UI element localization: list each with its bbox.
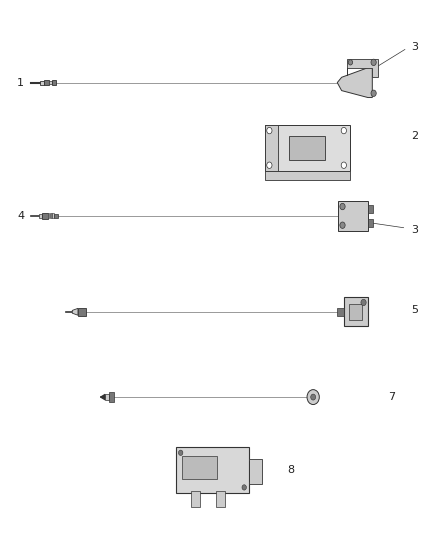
Bar (176, 448, 249, 492)
Circle shape (340, 222, 345, 228)
Circle shape (340, 204, 345, 209)
Bar (249, 459, 261, 484)
Text: 4: 4 (17, 211, 24, 221)
Text: 2: 2 (411, 131, 418, 141)
Bar (40, 80, 44, 85)
Bar (50, 213, 52, 219)
Bar (337, 308, 344, 316)
Circle shape (178, 450, 183, 455)
Bar (105, 394, 109, 400)
Text: 3: 3 (411, 42, 418, 52)
Bar (338, 201, 368, 230)
Bar (191, 491, 200, 507)
Bar (265, 171, 350, 180)
Bar (52, 80, 56, 85)
Bar (344, 297, 368, 326)
Polygon shape (337, 68, 372, 98)
Circle shape (307, 390, 319, 405)
Bar (265, 125, 350, 171)
Text: 7: 7 (388, 392, 395, 402)
Bar (42, 213, 48, 219)
Bar (78, 308, 86, 316)
Polygon shape (101, 394, 105, 400)
Circle shape (361, 300, 366, 306)
Circle shape (371, 90, 376, 96)
Bar (216, 491, 226, 507)
Bar (44, 80, 49, 85)
Text: 1: 1 (17, 78, 24, 87)
Bar (48, 213, 49, 219)
Text: 3: 3 (411, 225, 418, 235)
Bar (54, 214, 58, 218)
Bar (349, 304, 363, 320)
Polygon shape (72, 308, 78, 316)
Bar (368, 219, 373, 227)
Circle shape (348, 60, 353, 65)
Circle shape (242, 485, 246, 490)
Circle shape (267, 127, 272, 134)
Bar (49, 81, 52, 84)
Bar (368, 205, 373, 213)
Bar (109, 392, 114, 402)
Circle shape (311, 394, 316, 400)
Polygon shape (347, 59, 378, 77)
Bar (52, 213, 54, 219)
Bar (182, 456, 217, 479)
Text: 5: 5 (411, 305, 418, 315)
Bar (289, 136, 325, 160)
Circle shape (341, 162, 346, 168)
Circle shape (267, 162, 272, 168)
Text: 8: 8 (287, 465, 294, 475)
Circle shape (371, 59, 376, 66)
Circle shape (341, 127, 346, 134)
Bar (265, 125, 278, 171)
Bar (39, 214, 42, 218)
